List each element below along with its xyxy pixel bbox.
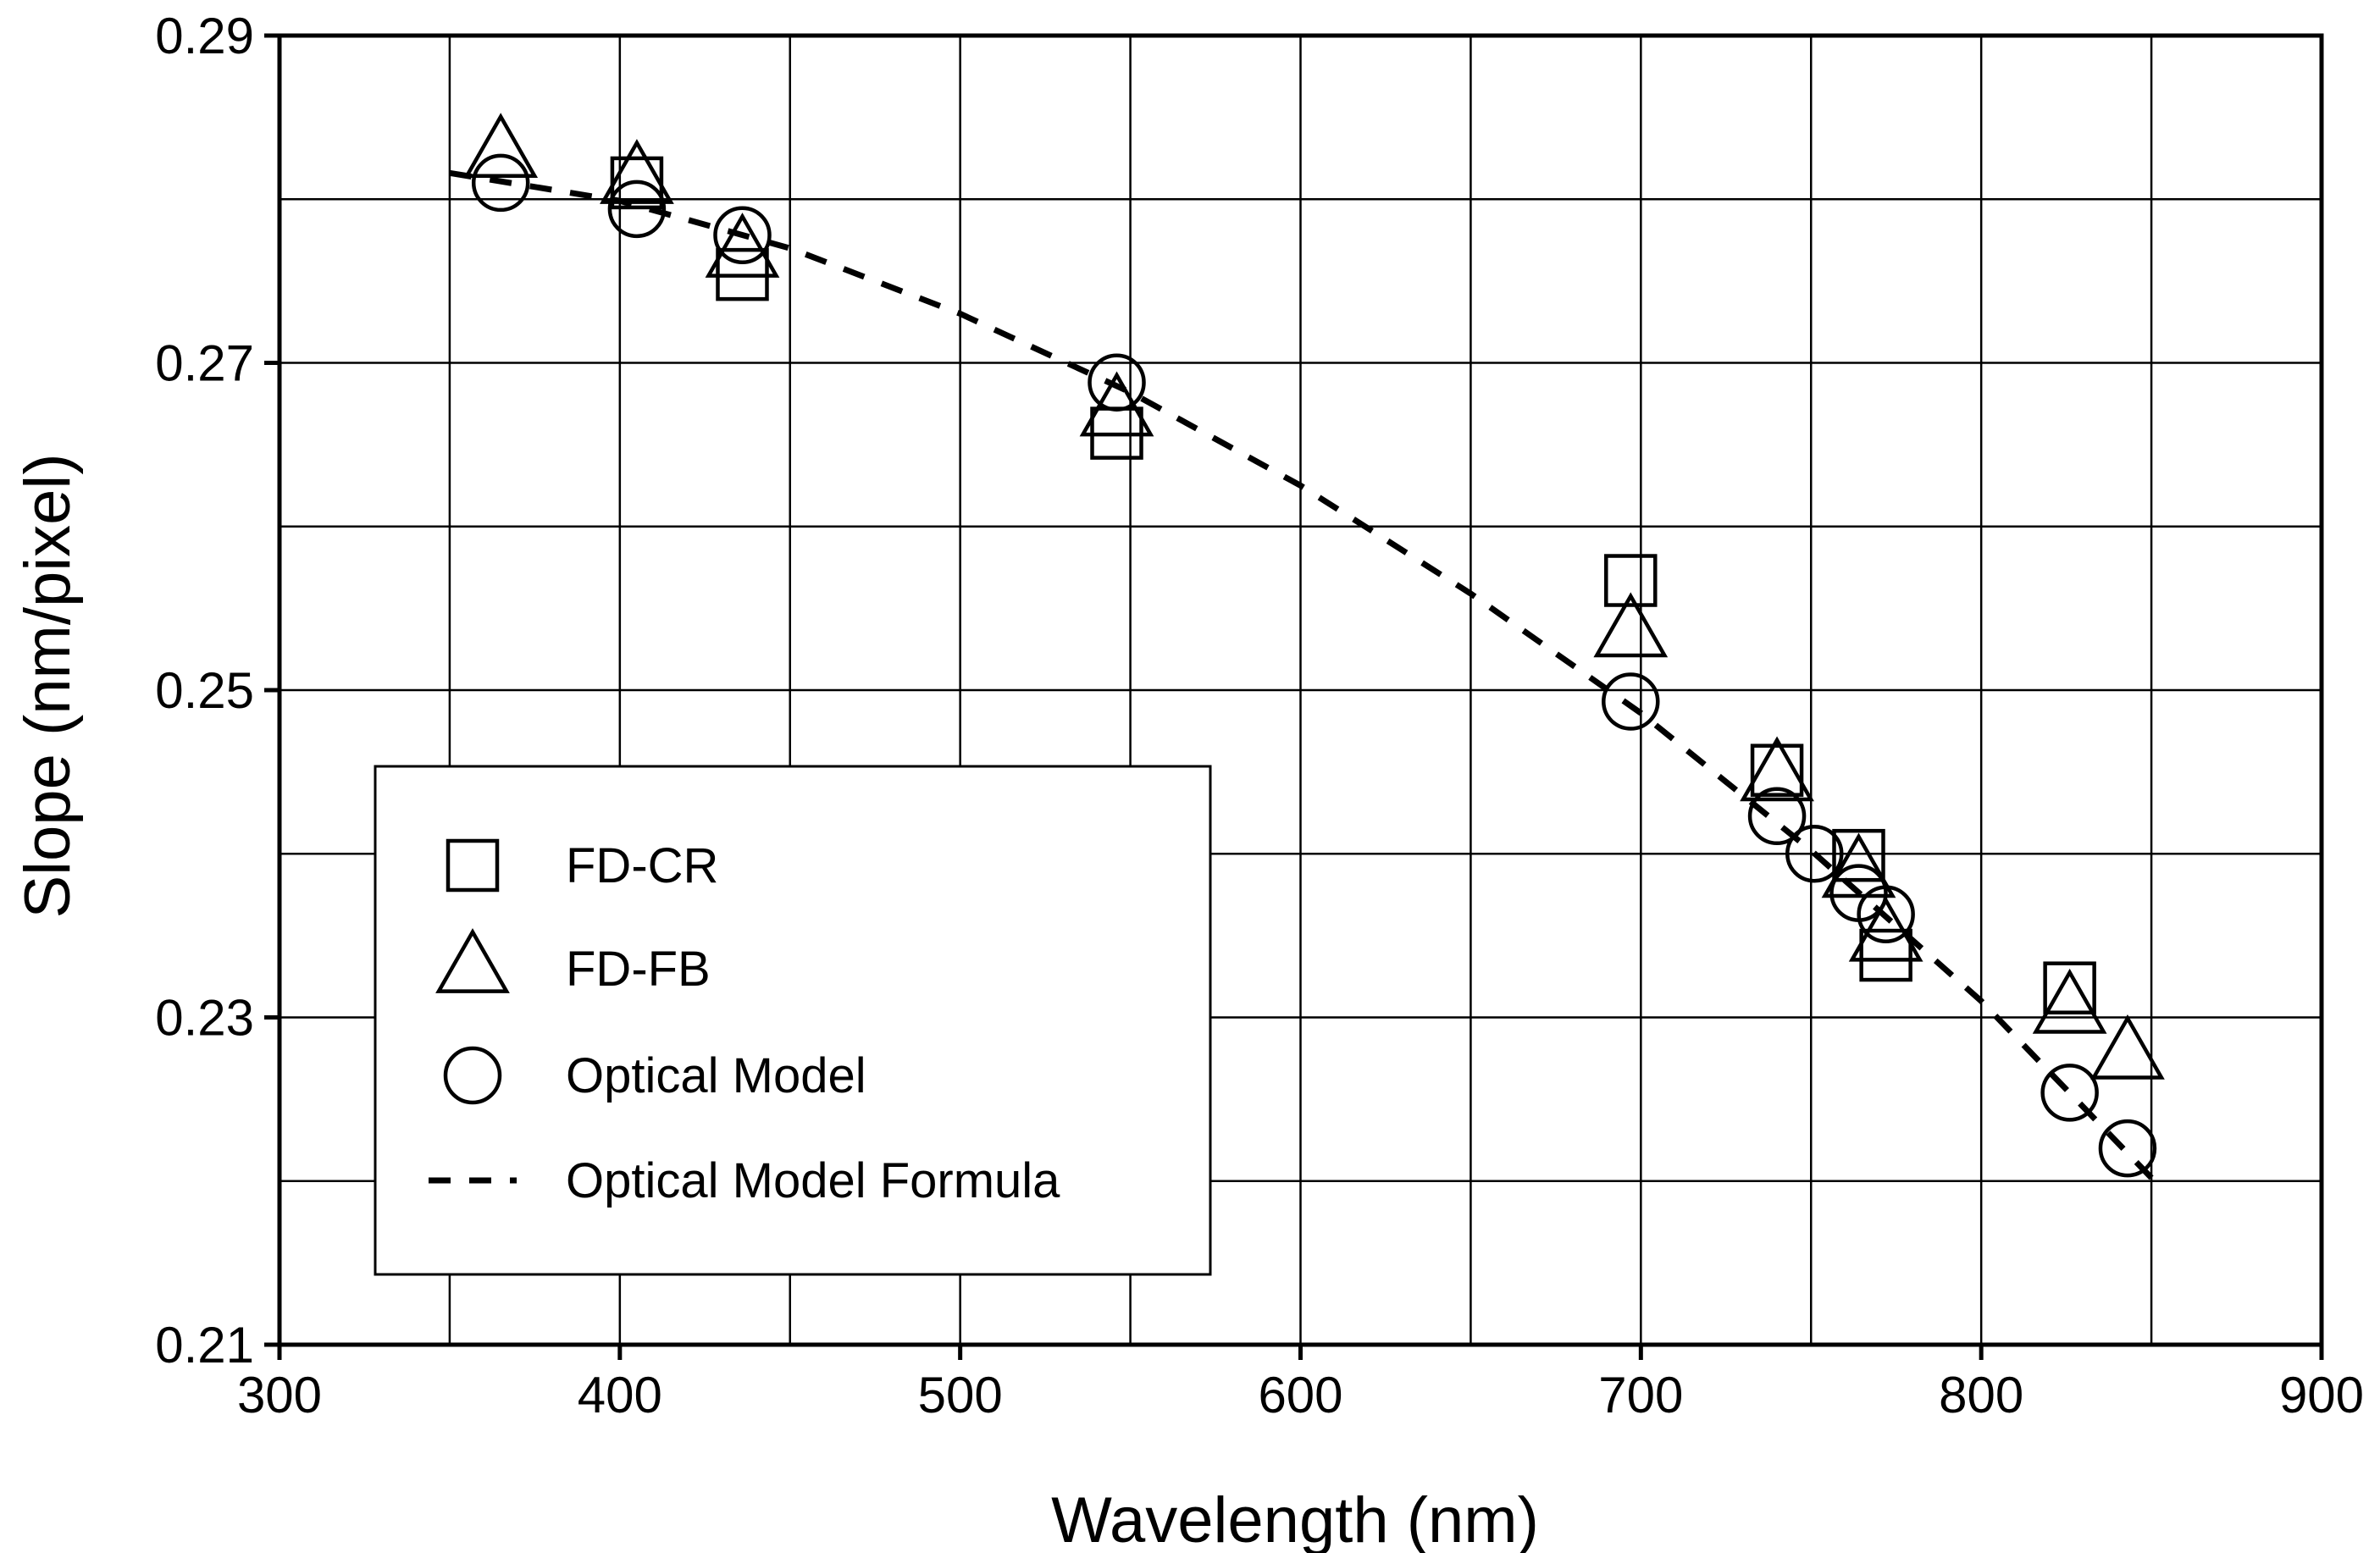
legend-symbol-fd-fb <box>435 928 510 993</box>
legend-symbol-fd-cr <box>446 838 500 893</box>
legend-label-optical-model: Optical Model <box>566 1048 866 1103</box>
y-tick-label: 0.21 <box>155 1317 254 1373</box>
legend-label-optical-model-formula: Optical Model Formula <box>566 1153 1060 1208</box>
point-fd-fb <box>600 139 674 204</box>
legend-label-fd-fb: FD-FB <box>566 942 711 997</box>
point-optical-model <box>713 206 772 265</box>
x-axis-title: Wavelength (nm) <box>1051 1484 1539 1553</box>
legend-symbol-optical-model <box>443 1046 502 1105</box>
point-optical-model <box>1857 885 1915 944</box>
point-fd-fb <box>463 113 539 178</box>
y-axis-title: Slope (nm/pixel) <box>12 453 84 918</box>
point-fd-cr <box>2043 961 2096 1014</box>
point-optical-model <box>2040 1064 2099 1122</box>
point-fd-fb <box>1821 832 1896 898</box>
y-tick-label: 0.23 <box>155 990 254 1047</box>
axes-layer: 300 400 500 600 700 800 900 0.21 0.23 0.25 0.27 0.2… <box>155 8 2364 1423</box>
point-fd-fb <box>1740 736 1814 802</box>
x-tick-label: 900 <box>2279 1367 2364 1423</box>
point-fd-fb <box>2032 968 2107 1034</box>
x-tick-label: 500 <box>918 1367 1003 1423</box>
point-fd-fb <box>1593 592 1669 658</box>
point-fd-cr <box>1750 743 1804 797</box>
legend-box <box>374 765 1212 1276</box>
point-optical-model <box>1602 672 1660 731</box>
label-layer: Wavelength (nm) Slope (nm/pixel) <box>12 453 1539 1553</box>
point-fd-fb <box>1848 896 1923 962</box>
legend-layer: FD-CR FD-FB Optical Model Optical Model For… <box>374 765 1212 1276</box>
point-fd-cr <box>1832 828 1885 882</box>
point-optical-model <box>1785 825 1844 883</box>
x-tick-label: 800 <box>1939 1367 2023 1423</box>
point-optical-model <box>607 180 667 239</box>
x-tick-label: 300 <box>237 1367 322 1423</box>
point-optical-model <box>1088 353 1146 412</box>
x-tick-label: 700 <box>1598 1367 1683 1423</box>
x-tick-label: 600 <box>1258 1367 1342 1423</box>
point-optical-model <box>471 153 530 213</box>
point-fd-cr <box>1859 928 1912 982</box>
legend-label-fd-cr: FD-CR <box>566 838 718 893</box>
marker-layer <box>463 113 2165 1178</box>
point-optical-model <box>2098 1119 2157 1178</box>
x-tick-label: 400 <box>578 1367 662 1423</box>
y-tick-label: 0.25 <box>155 662 254 719</box>
point-fd-fb <box>2090 1014 2165 1080</box>
y-tick-label: 0.27 <box>155 335 254 392</box>
point-fd-fb <box>705 213 780 278</box>
y-tick-label: 0.29 <box>155 8 254 64</box>
point-optical-model <box>1747 787 1807 846</box>
point-fd-cr <box>1604 554 1658 607</box>
